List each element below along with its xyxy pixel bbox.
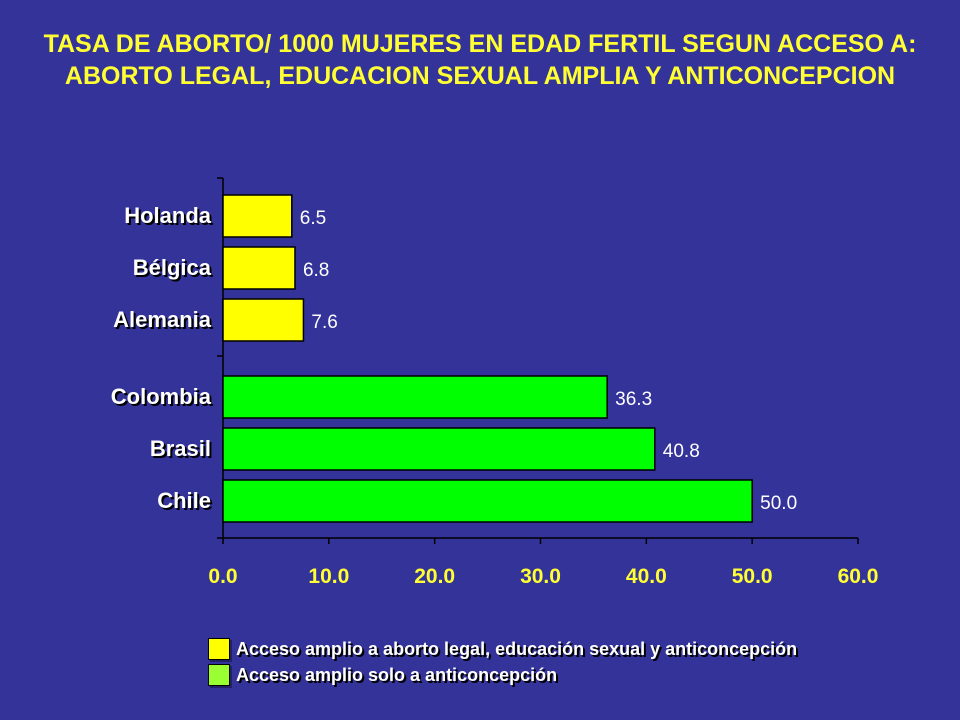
x-tick-label-2: 20.0 [414,565,455,588]
x-tick-label-5: 50.0 [732,565,773,588]
x-tick-label-3: 30.0 [520,565,561,588]
data-label-4: 40.8 [663,441,700,462]
category-label-shadow-4: Brasil [152,438,213,463]
bar-colombia [222,375,608,419]
category-label-shadow-0: Holanda [126,205,214,230]
x-tick-label-4: 40.0 [626,565,667,588]
bar-brasil [222,427,656,471]
category-label-2: Alemania [113,307,212,332]
data-label-1: 6.8 [303,260,329,281]
chart-title: TASA DE ABORTO/ 1000 MUJERES EN EDAD FER… [43,30,917,90]
category-label-shadow-5: Chile [159,490,213,515]
legend-item-0: Acceso amplio a aborto legal, educación … [208,638,928,660]
category-label-0: Holanda [124,203,212,228]
bar-holanda [222,194,293,238]
bar-chile [222,479,753,523]
category-label-3: Colombia [111,384,212,409]
data-label-2: 7.6 [311,312,337,333]
category-label-4: Brasil [150,436,211,461]
category-label-shadow-1: Bélgica [135,257,214,282]
data-label-5: 50.0 [760,493,797,514]
x-tick-label-1: 10.0 [308,565,349,588]
bar-blgica [222,246,296,290]
data-label-0: 6.5 [300,208,326,229]
legend-swatch-yellow [208,638,230,660]
legend-label-1: Acceso amplio solo a anticoncepción [236,664,558,685]
category-label-shadow-2: Alemania [115,309,214,334]
bar-alemania [222,298,305,342]
category-label-1: Bélgica [133,255,212,280]
legend-item-1: Acceso amplio solo a anticoncepción [208,664,928,686]
category-label-5: Chile [157,488,211,513]
category-label-shadow-3: Colombia [113,386,214,411]
legend-label-0: Acceso amplio a aborto legal, educación … [236,638,798,659]
x-tick-label-0: 0.0 [208,565,237,588]
legend-swatch-green [208,664,230,686]
data-label-3: 36.3 [615,389,652,410]
x-tick-label-6: 60.0 [838,565,879,588]
